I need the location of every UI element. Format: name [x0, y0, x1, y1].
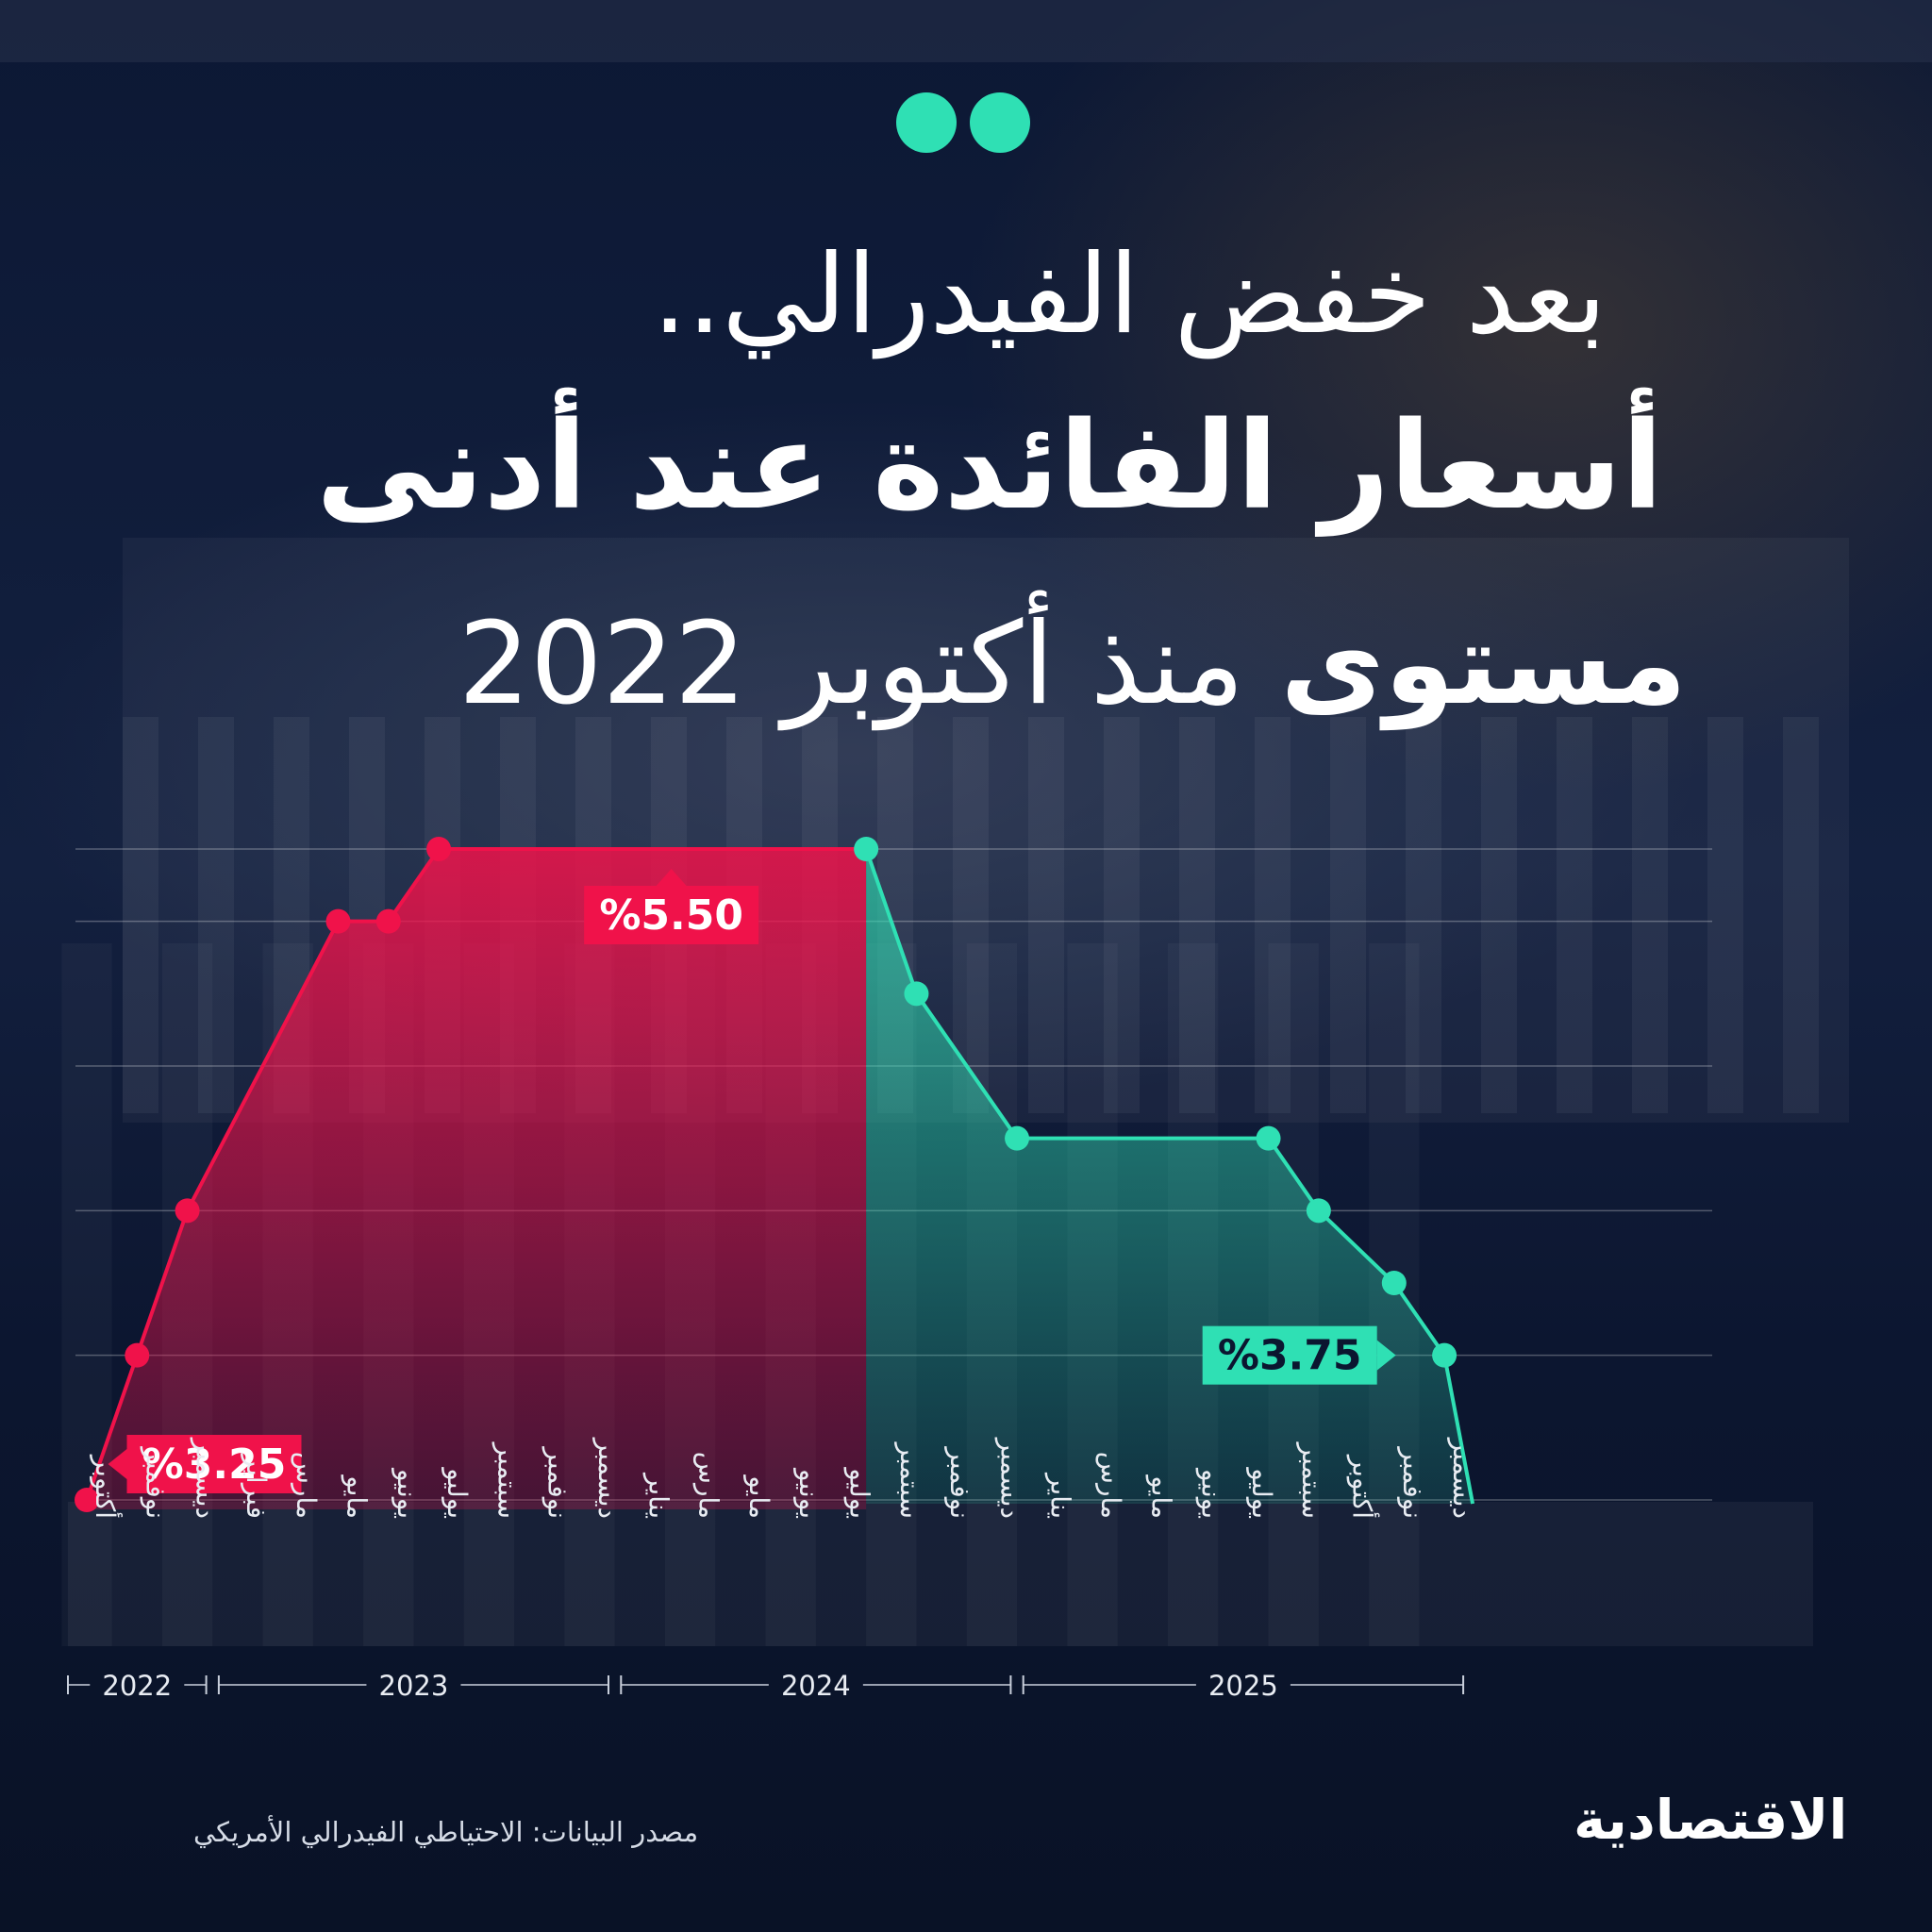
month-label: سبتمبر	[491, 1441, 523, 1519]
month-label: يوليو	[844, 1466, 875, 1519]
value-label: %5.50	[584, 869, 759, 944]
year-label: 2023	[379, 1670, 449, 1702]
month-label: ديسمبر	[994, 1437, 1025, 1519]
headline-line-3: مستوى منذ أكتوبر 2022	[458, 599, 1687, 730]
month-label: يناير	[1045, 1472, 1076, 1519]
value-label-text: %3.75	[1218, 1332, 1362, 1380]
headline-line-3-rest: منذ أكتوبر 2022	[458, 599, 1245, 730]
headline-line-1: بعد خفض الفيدرالي..	[652, 231, 1607, 358]
year-label: 2022	[102, 1670, 172, 1702]
month-label: نوفمبر	[944, 1445, 975, 1519]
month-label: يونيو	[391, 1467, 423, 1519]
fall-point	[1306, 1198, 1331, 1224]
headline-line-3-bold: مستوى	[1280, 599, 1687, 730]
data-source: مصدر البيانات: الاحتياطي الفيدرالي الأمر…	[193, 1816, 699, 1848]
month-label: فبراير	[241, 1453, 272, 1519]
month-label: مارس	[693, 1452, 724, 1519]
rise-point	[75, 1488, 99, 1512]
dot-icon	[970, 92, 1030, 153]
year-label: 2024	[781, 1670, 851, 1702]
month-label: أكتوبر	[90, 1454, 124, 1519]
rise-point	[175, 1198, 200, 1224]
month-label: نوفمبر	[1397, 1445, 1428, 1519]
value-label-box	[126, 1435, 302, 1493]
rise-point	[125, 1342, 150, 1368]
month-label: ديسمبر	[1447, 1437, 1478, 1519]
month-label: نوفمبر	[542, 1445, 574, 1519]
value-label-pointer	[1376, 1340, 1396, 1371]
value-label: %3.75	[1202, 1325, 1396, 1385]
month-label: يوليو	[1246, 1466, 1277, 1519]
month-label: مارس	[291, 1452, 322, 1519]
fall-point	[1381, 1271, 1407, 1295]
value-label-pointer	[108, 1449, 127, 1479]
top-bar	[0, 0, 1932, 62]
value-label: %3.25	[108, 1435, 302, 1493]
fall-line	[864, 848, 1475, 1505]
month-label: سبتمبر	[1296, 1441, 1327, 1519]
fall-point	[1005, 1125, 1030, 1151]
rise-point	[426, 837, 452, 861]
value-label-pointer	[656, 869, 687, 886]
value-label-box	[1202, 1325, 1377, 1385]
fall-point	[1432, 1342, 1457, 1368]
month-label: مايو	[1145, 1474, 1176, 1519]
quote-dots-icon	[896, 92, 1038, 158]
month-label: ديسمبر	[592, 1437, 624, 1519]
value-label-box	[584, 886, 759, 944]
month-label: مايو	[341, 1474, 373, 1519]
month-label: يونيو	[1196, 1467, 1227, 1519]
month-label: يوليو	[441, 1466, 473, 1519]
rise-area	[87, 849, 867, 1509]
month-label: مارس	[1095, 1452, 1126, 1519]
year-label: 2025	[1208, 1670, 1278, 1702]
rise-point	[375, 908, 401, 934]
fall-point	[904, 981, 929, 1007]
headline-line-2: أسعار الفائدة عند أدنى	[316, 396, 1663, 537]
month-label: أكتوبر	[1347, 1454, 1381, 1519]
brand-logo: الاقتصادية	[1574, 1788, 1848, 1852]
rise-point	[325, 908, 351, 934]
month-label: نوفمبر	[140, 1445, 171, 1519]
fall-point	[1256, 1125, 1281, 1151]
month-label: مايو	[743, 1474, 774, 1519]
month-label: يناير	[642, 1472, 674, 1519]
fall-point	[854, 837, 879, 861]
month-label: سبتمبر	[894, 1441, 925, 1519]
value-label-text: %5.50	[599, 891, 743, 940]
tick-band	[68, 1502, 1813, 1646]
dot-icon	[896, 92, 957, 153]
month-label: ديسمبر	[191, 1437, 222, 1519]
value-label-text: %3.25	[142, 1441, 287, 1489]
month-label: يونيو	[793, 1467, 824, 1519]
